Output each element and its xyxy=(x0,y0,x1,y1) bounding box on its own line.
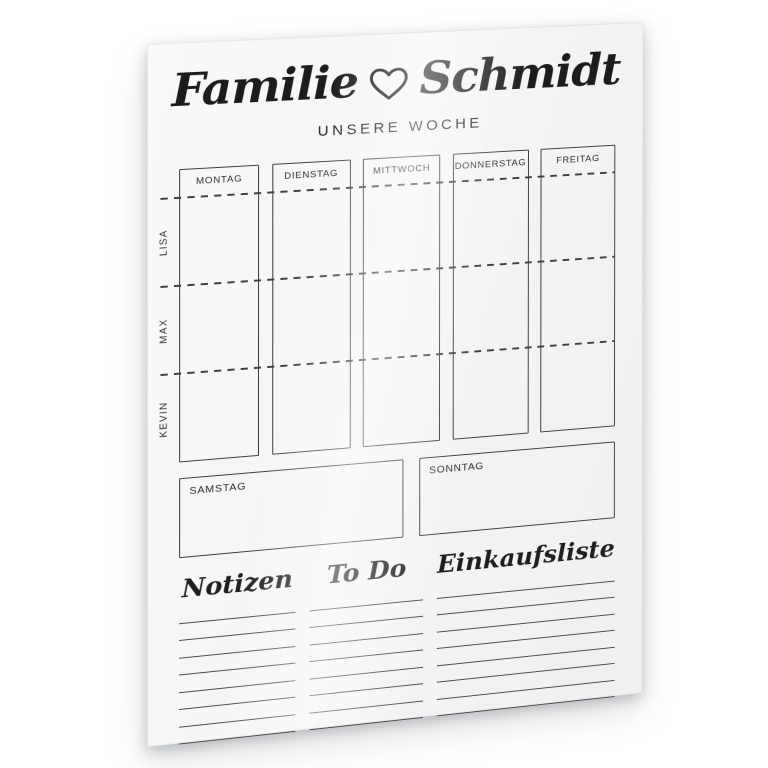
sonntag-box: SONNTAG xyxy=(419,441,615,537)
member-label-max: MAX xyxy=(154,286,173,375)
weekly-planner-board: Familie Schmidt UNSERE WOCHE MONTAG DIENS… xyxy=(146,22,644,748)
board-title: Familie Schmidt xyxy=(148,42,642,118)
member-label-lisa: LISA xyxy=(154,198,173,287)
day-column-dienstag: DIENSTAG xyxy=(271,159,351,455)
day-header-montag: MONTAG xyxy=(196,173,243,187)
title-word-familie: Familie xyxy=(171,55,359,118)
title-word-schmidt: Schmidt xyxy=(419,42,621,105)
list-lines-notizen xyxy=(179,595,296,745)
member-name: KEVIN xyxy=(157,400,170,438)
day-header-dienstag: DIENSTAG xyxy=(284,168,339,182)
day-header-freitag: FREITAG xyxy=(556,153,600,167)
list-notizen: Notizen xyxy=(179,564,296,745)
sonntag-label: SONNTAG xyxy=(429,460,485,477)
samstag-box: SAMSTAG xyxy=(179,459,404,559)
list-einkaufsliste: Einkaufsliste xyxy=(436,534,615,717)
member-label-kevin: KEVIN xyxy=(154,374,173,464)
lists-section: Notizen To Do Einkaufsliste xyxy=(179,534,615,745)
day-header-donnerstag: DONNERSTAG xyxy=(454,157,527,173)
list-lines-einkaufsliste xyxy=(436,564,615,717)
day-column-freitag: FREITAG xyxy=(540,144,616,433)
day-column-mittwoch: MITTWOCH xyxy=(362,154,441,448)
list-to-do: To Do xyxy=(309,552,424,731)
member-name: LISA xyxy=(157,229,170,257)
samstag-label: SAMSTAG xyxy=(189,480,247,498)
day-column-donnerstag: DONNERSTAG xyxy=(452,149,529,440)
day-header-mittwoch: MITTWOCH xyxy=(372,162,431,177)
day-column-montag: MONTAG xyxy=(179,164,260,463)
member-name: MAX xyxy=(157,317,170,344)
heart-icon xyxy=(367,63,411,104)
list-lines-to-do xyxy=(309,582,424,731)
